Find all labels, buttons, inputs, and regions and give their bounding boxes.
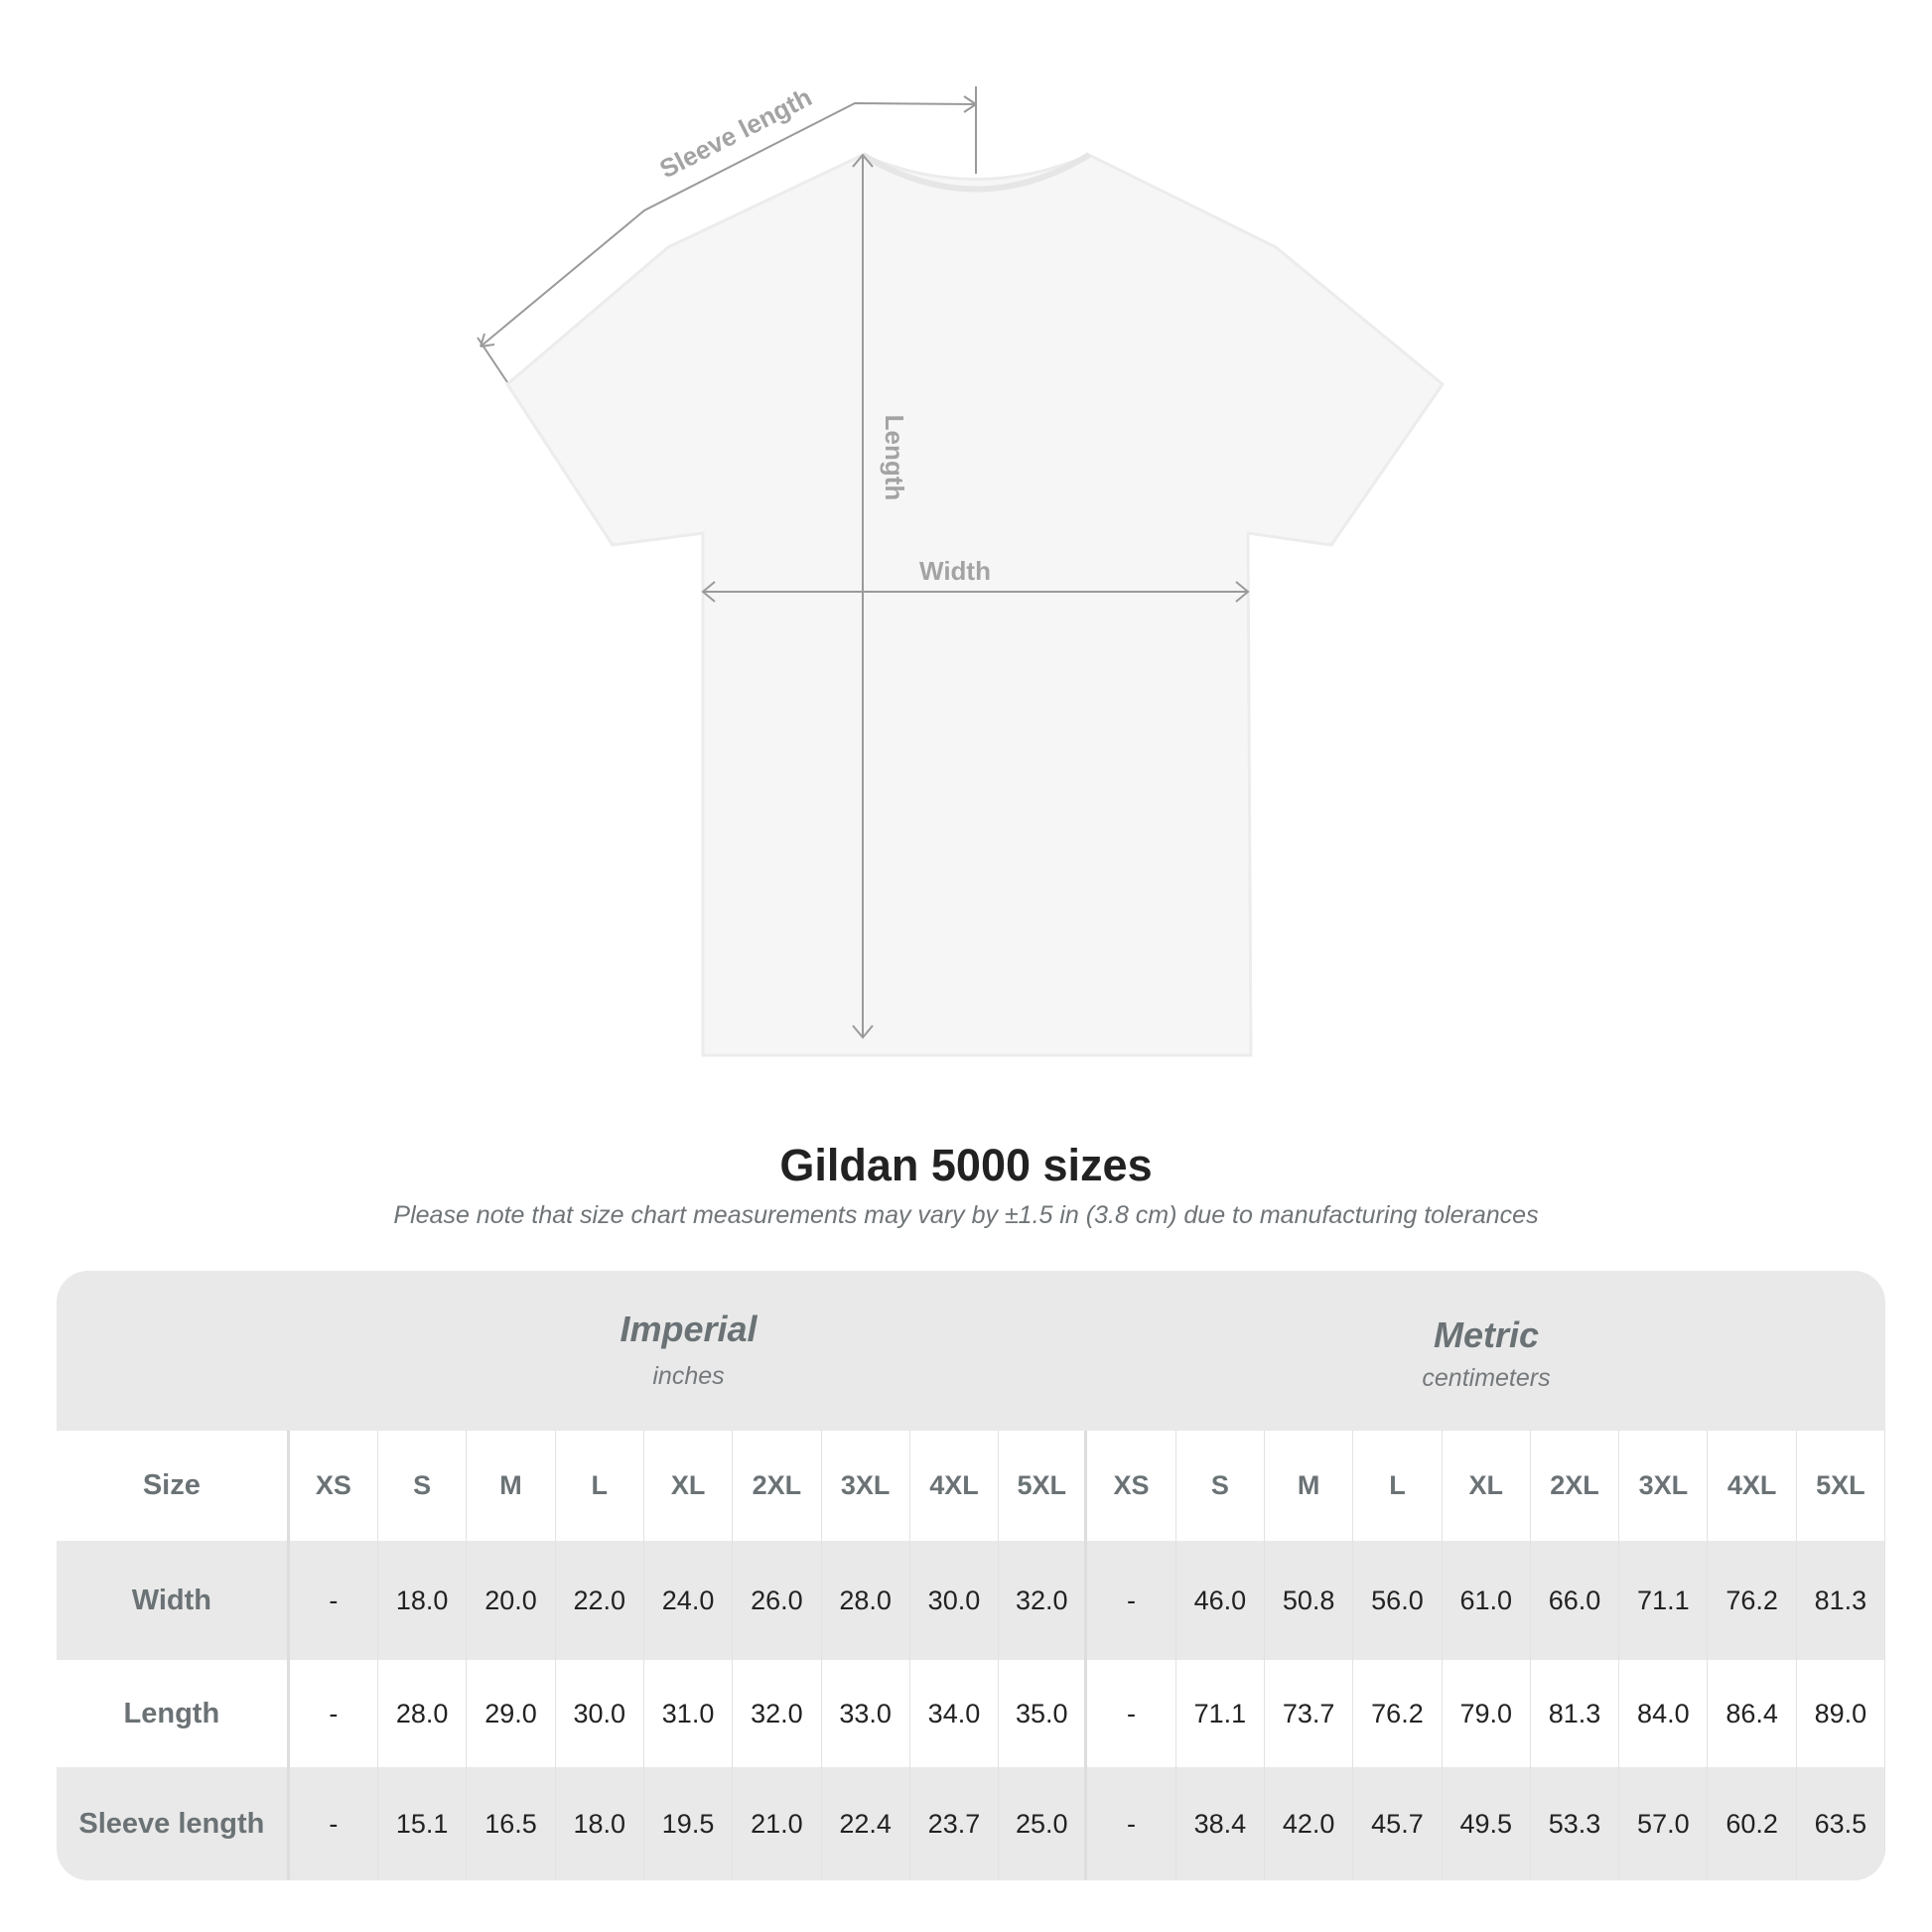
metric-value-cell: 42.0	[1265, 1767, 1354, 1880]
imperial-value-cell: 24.0	[644, 1541, 734, 1660]
imperial-group: Imperial inches	[290, 1271, 1087, 1391]
metric-value-cell: -	[1087, 1767, 1176, 1880]
imperial-unit: inches	[652, 1362, 725, 1390]
tshirt-shape	[505, 153, 1446, 1057]
metric-value-cell: 79.0	[1443, 1660, 1531, 1767]
imperial-value-cell: 31.0	[644, 1660, 734, 1767]
size-header-row: Size XS S M L XL 2XL 3XL 4XL 5XL XS S M L XL 2XL 3XL 4XL 5…	[57, 1431, 1885, 1541]
imperial-value-cell: 29.0	[467, 1660, 556, 1767]
size-header-cell: 4XL	[910, 1431, 1000, 1541]
imperial-value-cell: 32.0	[999, 1541, 1088, 1660]
imperial-value-cell: 35.0	[999, 1660, 1088, 1767]
imperial-value-cell: 26.0	[733, 1541, 822, 1660]
size-header-cell: L	[1353, 1431, 1443, 1541]
size-header-cell: 5XL	[1797, 1431, 1885, 1541]
row-label: Sleeve length	[57, 1767, 290, 1880]
imperial-value-cell: 25.0	[999, 1767, 1088, 1880]
size-header-label: Size	[57, 1431, 290, 1541]
imperial-value-cell: -	[290, 1541, 379, 1660]
size-header-cell: 5XL	[999, 1431, 1088, 1541]
collar	[861, 152, 1091, 193]
sleeve-length-label: Sleeve length	[654, 82, 816, 185]
page-title: Gildan 5000 sizes	[779, 1140, 1153, 1190]
size-header-cell: XS	[290, 1431, 379, 1541]
row-label: Length	[57, 1660, 290, 1767]
metric-value-cell: -	[1087, 1660, 1176, 1767]
metric-group: Metric centimeters	[1087, 1271, 1885, 1393]
length-label: Length	[880, 415, 909, 501]
size-header-cell: 3XL	[822, 1431, 910, 1541]
metric-value-cell: 63.5	[1797, 1767, 1885, 1880]
imperial-value-cell: 22.4	[822, 1767, 910, 1880]
metric-value-cell: 45.7	[1353, 1767, 1443, 1880]
imperial-value-cell: 32.0	[733, 1660, 822, 1767]
imperial-value-cell: 16.5	[467, 1767, 556, 1880]
imperial-value-cell: -	[290, 1767, 379, 1880]
size-header-cell: L	[556, 1431, 644, 1541]
size-header-cell: S	[1176, 1431, 1265, 1541]
table-row: Sleeve length -15.1 16.5 18.0 19.5 21.0 22.4 23…	[57, 1767, 1885, 1880]
imperial-value-cell: 28.0	[822, 1541, 910, 1660]
sleeve-measure-line	[477, 86, 977, 383]
metric-value-cell: 81.3	[1797, 1541, 1885, 1660]
metric-value-cell: 71.1	[1176, 1660, 1265, 1767]
metric-value-cell: 76.2	[1708, 1541, 1797, 1660]
metric-value-cell: 57.0	[1619, 1767, 1709, 1880]
size-header-cell: S	[378, 1431, 468, 1541]
imperial-value-cell: 20.0	[467, 1541, 556, 1660]
imperial-value-cell: 23.7	[910, 1767, 1000, 1880]
size-header-cell: M	[467, 1431, 556, 1541]
length-measure-line	[852, 153, 874, 1039]
imperial-value-cell: 15.1	[378, 1767, 468, 1880]
metric-value-cell: 66.0	[1531, 1541, 1620, 1660]
row-label: Width	[57, 1541, 290, 1660]
metric-value-cell: 38.4	[1176, 1767, 1265, 1880]
metric-value-cell: 71.1	[1619, 1541, 1709, 1660]
imperial-title: Imperial	[620, 1309, 758, 1349]
metric-title: Metric	[1433, 1314, 1540, 1355]
imperial-value-cell: 22.0	[556, 1541, 644, 1660]
imperial-value-cell: 18.0	[556, 1767, 644, 1880]
table-row: Length -28.0 29.0 30.0 31.0 32.0 33.0 34.0 35.0-…	[57, 1660, 1885, 1767]
metric-value-cell: 86.4	[1708, 1660, 1797, 1767]
metric-value-cell: 76.2	[1353, 1660, 1443, 1767]
metric-value-cell: 84.0	[1619, 1660, 1709, 1767]
imperial-value-cell: 30.0	[556, 1660, 644, 1767]
imperial-value-cell: 18.0	[378, 1541, 468, 1660]
size-header-cell: 3XL	[1619, 1431, 1709, 1541]
metric-value-cell: 61.0	[1443, 1541, 1531, 1660]
imperial-value-cell: 28.0	[378, 1660, 468, 1767]
metric-value-cell: -	[1087, 1541, 1176, 1660]
metric-value-cell: 49.5	[1443, 1767, 1531, 1880]
metric-value-cell: 46.0	[1176, 1541, 1265, 1660]
size-header-cell: XS	[1087, 1431, 1176, 1541]
table-header-band	[57, 1271, 1885, 1431]
size-header-cell: XL	[644, 1431, 734, 1541]
size-header-cell: 4XL	[1708, 1431, 1797, 1541]
metric-value-cell: 81.3	[1531, 1660, 1620, 1767]
imperial-value-cell: 21.0	[733, 1767, 822, 1880]
width-measure-line	[701, 581, 1250, 603]
metric-unit: centimeters	[1422, 1364, 1551, 1392]
imperial-value-cell: -	[290, 1660, 379, 1767]
size-header-cell: 2XL	[733, 1431, 822, 1541]
metric-value-cell: 56.0	[1353, 1541, 1443, 1660]
size-table: Imperial inches Metric centimeters Size X…	[57, 1271, 1885, 1880]
metric-value-cell: 89.0	[1797, 1660, 1885, 1767]
imperial-value-cell: 19.5	[644, 1767, 734, 1880]
size-header-cell: XL	[1443, 1431, 1531, 1541]
tshirt-diagram: Sleeve length Length Width	[477, 82, 1446, 1057]
size-header-cell: M	[1265, 1431, 1354, 1541]
metric-value-cell: 60.2	[1708, 1767, 1797, 1880]
imperial-value-cell: 30.0	[910, 1541, 1000, 1660]
metric-value-cell: 73.7	[1265, 1660, 1354, 1767]
metric-value-cell: 53.3	[1531, 1767, 1620, 1880]
width-label: Width	[919, 556, 991, 586]
table-row: Width -18.0 20.0 22.0 24.0 26.0 28.0 30.0 32.0-4…	[57, 1541, 1885, 1660]
imperial-value-cell: 33.0	[822, 1660, 910, 1767]
size-header-cell: 2XL	[1531, 1431, 1620, 1541]
tolerance-note: Please note that size chart measurements…	[393, 1201, 1539, 1229]
imperial-value-cell: 34.0	[910, 1660, 1000, 1767]
metric-value-cell: 50.8	[1265, 1541, 1354, 1660]
